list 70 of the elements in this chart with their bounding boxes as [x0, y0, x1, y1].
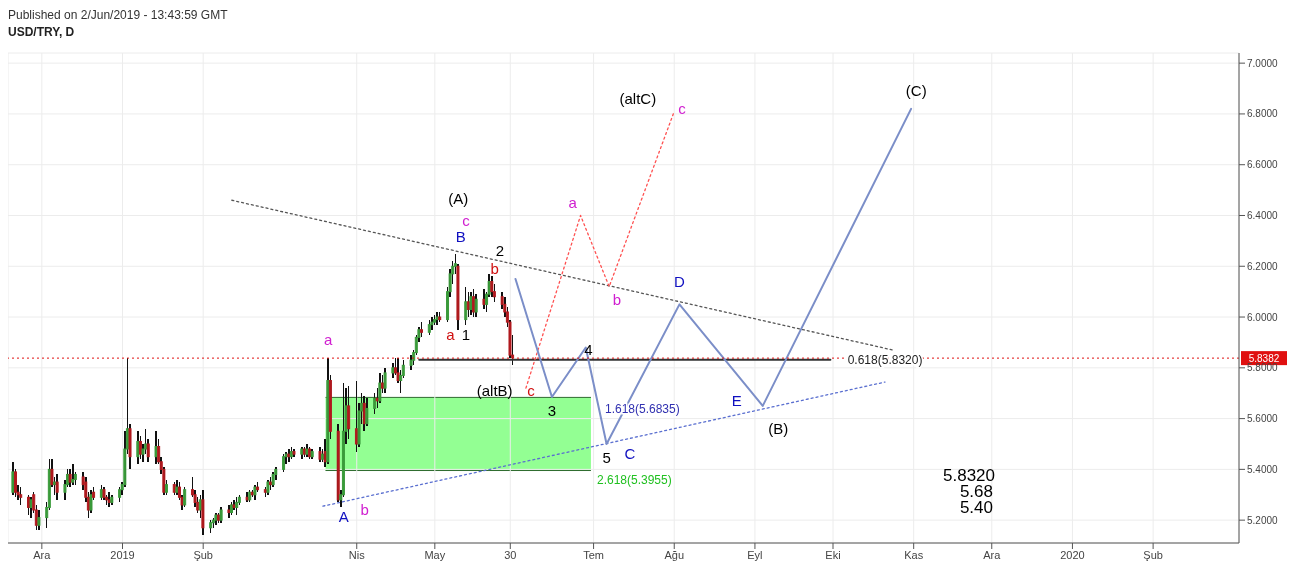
chart-subtitle: Published on 2/Jun/2019 - 13:43:59 GMT [8, 8, 229, 24]
candlestick [482, 288, 486, 311]
annotation: 3 [547, 402, 557, 420]
x-tick-label: Eki [825, 548, 841, 561]
annotation: c [462, 211, 471, 229]
y-tick-label: 6.4000 [1247, 210, 1279, 222]
candlestick [37, 509, 41, 532]
annotation: (B) [768, 420, 789, 438]
annotation: 4 [584, 341, 593, 359]
annotation: a [446, 326, 456, 344]
annotation: A [338, 507, 349, 525]
x-tick-label: Şub [1143, 548, 1163, 561]
candlestick [474, 293, 478, 318]
annotation: c [527, 381, 536, 399]
y-tick-label: 6.2000 [1247, 260, 1279, 272]
x-tick-label: 2019 [110, 548, 135, 561]
y-tick-label: 6.0000 [1247, 311, 1279, 323]
y-tick-label: 5.4000 [1247, 463, 1279, 475]
annotation: (altB) [476, 381, 513, 399]
x-tick-label: 2020 [1060, 548, 1085, 561]
annotation: a [323, 331, 333, 349]
x-tick-label: Ara [983, 548, 1002, 561]
y-tick-label: 5.8000 [1247, 362, 1279, 374]
x-tick-label: Eyl [747, 548, 763, 561]
ref-line-label: 5.8382 [1248, 352, 1280, 364]
x-tick-label: Şub [193, 548, 213, 561]
annotation: b [612, 290, 622, 308]
chart-title: USD/TRY, D [8, 25, 76, 41]
annotation: D [674, 272, 686, 290]
candlestick [227, 504, 231, 519]
annotation: (altC) [619, 90, 657, 108]
annotation: 0.618(5.8320) [847, 352, 923, 367]
x-tick-label: 30 [504, 548, 517, 561]
x-tick-label: Ağu [664, 548, 685, 561]
y-tick-label: 6.6000 [1247, 159, 1279, 171]
annotation: E [731, 392, 742, 410]
y-tick-label: 5.2000 [1247, 514, 1279, 526]
line-series [525, 110, 675, 389]
annotation: 2.618(5.3955) [596, 472, 672, 487]
annotation: 2 [495, 242, 505, 260]
x-tick-label: Ara [33, 548, 52, 561]
y-tick-label: 6.8000 [1247, 108, 1279, 120]
x-tick-label: May [424, 548, 446, 561]
candlestick [347, 384, 351, 440]
candlestick [472, 288, 476, 318]
annotation: B [455, 227, 466, 245]
annotation: c [678, 100, 687, 118]
annotation: (A) [448, 189, 469, 207]
candlestick [154, 430, 158, 466]
candlestick [365, 397, 369, 427]
y-tick-label: 7.0000 [1247, 57, 1279, 69]
candlestick [430, 316, 434, 331]
annotation: 5 [602, 449, 611, 467]
y-tick-label: 5.6000 [1247, 413, 1279, 425]
annotation: 5.40 [958, 498, 993, 517]
annotation: a [568, 194, 578, 212]
candlestick [469, 290, 473, 316]
annotation: 1 [461, 326, 471, 344]
annotation: (C) [905, 82, 927, 100]
annotation: b [490, 260, 499, 278]
annotation: C [624, 445, 636, 463]
x-tick-label: Nis [348, 548, 366, 561]
annotation: 5.68 [958, 482, 993, 501]
x-tick-label: Kas [904, 548, 924, 561]
candlestick [420, 321, 423, 339]
candlestick [245, 491, 249, 504]
x-tick-label: Tem [583, 548, 604, 561]
candlestick [490, 275, 494, 298]
annotation: 5.8320 [943, 466, 995, 485]
annotation: b [360, 501, 369, 519]
